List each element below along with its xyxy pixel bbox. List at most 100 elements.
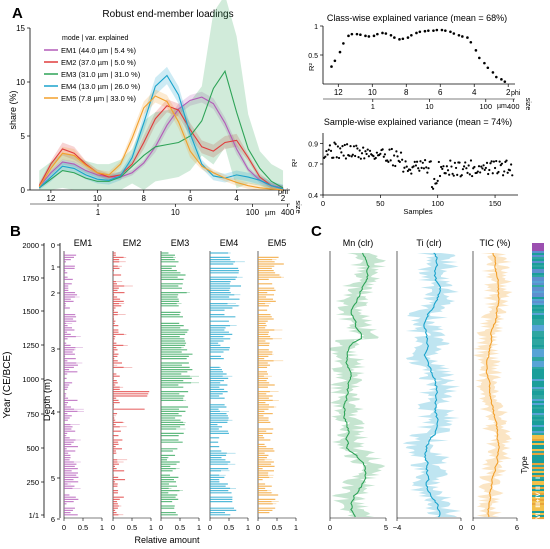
y-axis-label-depth: Depth (m) <box>42 379 53 421</box>
type-strip-segment <box>532 247 544 250</box>
legend-label-4: EM5 (7.8 µm | 33.0 %) <box>61 94 137 103</box>
data-point <box>423 159 427 162</box>
legend: EM1 (44.0 µm | 5.4 %) EM2 (37.0 µm | 5.0 … <box>44 46 141 103</box>
data-point <box>461 168 465 171</box>
variability-band-0 <box>330 253 386 517</box>
type-strip-segment <box>532 269 544 272</box>
data-point <box>452 174 455 177</box>
data-point <box>344 157 348 160</box>
data-point <box>469 40 473 44</box>
type-strip-segment <box>532 367 544 370</box>
depth-tick-label: 3 <box>51 345 55 354</box>
data-point <box>442 165 445 168</box>
type-strip-segment <box>532 287 544 290</box>
profile-line-2 <box>485 252 500 518</box>
data-point <box>468 173 471 176</box>
x-tick-label: 1 <box>100 523 104 532</box>
type-strip-segment <box>532 243 544 246</box>
year-tick-label: 1500 <box>22 307 39 316</box>
data-point <box>495 75 498 79</box>
type-strip-segment <box>532 421 544 424</box>
type-strip-segment <box>532 253 544 256</box>
data-point <box>362 146 365 149</box>
phi-tick-label: 10 <box>368 88 377 97</box>
type-class-label-1: III+IV <box>535 492 542 508</box>
data-point <box>452 32 456 35</box>
phi-tick-label: 10 <box>93 194 102 203</box>
data-point <box>476 170 479 173</box>
legend-label-1: EM2 (37.0 µm | 5.0 %) <box>61 58 137 67</box>
x-tick-label: 0 <box>62 523 66 532</box>
data-point <box>462 165 466 168</box>
type-strip-segment <box>532 375 544 378</box>
um-tick-label: 400 <box>507 102 520 111</box>
x-tick-label: 0.5 <box>272 523 282 532</box>
data-point <box>406 169 409 173</box>
phi-tick-label: 2 <box>281 194 286 203</box>
type-strip-segment <box>532 425 544 428</box>
type-class-label-2: II <box>535 486 542 490</box>
type-strip-segment <box>532 407 544 410</box>
type-strip-segment <box>532 357 544 360</box>
type-strip-segment <box>532 487 544 490</box>
data-point <box>414 164 418 167</box>
data-point <box>412 165 415 168</box>
type-strip-segment <box>532 355 544 358</box>
type-strip-segment <box>532 511 544 514</box>
data-point <box>327 148 330 151</box>
data-point <box>466 36 469 39</box>
type-strip-segment <box>532 461 544 464</box>
type-strip-segment <box>532 331 544 334</box>
type-strip-segment <box>532 503 544 506</box>
type-strip-segment <box>532 251 544 254</box>
data-point <box>457 33 461 37</box>
type-strip-segment <box>532 317 544 320</box>
data-point <box>394 164 397 168</box>
data-point <box>337 156 341 160</box>
type-strip-segment <box>532 427 544 430</box>
data-point <box>355 144 358 147</box>
data-point <box>487 172 490 176</box>
phi-tick-label: 12 <box>46 194 55 203</box>
type-strip-segment <box>532 263 544 266</box>
type-strip-segment <box>532 453 544 456</box>
data-point <box>498 160 501 163</box>
type-strip-segment <box>532 451 544 454</box>
type-class-label-3: I <box>535 477 542 479</box>
series-line-4 <box>38 95 284 191</box>
data-point <box>365 152 368 156</box>
data-point <box>409 168 412 171</box>
column-title-0: Mn (clr) <box>343 238 374 248</box>
data-point <box>469 159 473 162</box>
data-point <box>383 153 387 156</box>
type-strip-segment <box>532 429 544 432</box>
data-point <box>393 154 396 157</box>
type-strip-segment <box>532 373 544 376</box>
x-axis-label: Relative amount <box>134 535 200 545</box>
type-strip-segment <box>532 351 544 354</box>
data-point <box>488 168 491 172</box>
x-tick-label: 0 <box>256 523 260 532</box>
depth-tick-label: 5 <box>51 474 55 483</box>
data-point <box>396 155 399 158</box>
data-point <box>425 166 428 169</box>
type-strip-segment <box>532 431 544 434</box>
column-title-2: EM3 <box>171 238 190 248</box>
data-point <box>449 30 452 34</box>
phi-tick-label: 12 <box>334 88 343 97</box>
end-member-profiles: Year (CE/BCE) Depth (m) Relative amount … <box>2 238 298 545</box>
type-strip-segment <box>532 275 544 278</box>
type-strip-segment <box>532 395 544 398</box>
data-point <box>482 164 485 167</box>
type-strip-segment <box>532 347 544 350</box>
type-strip-segment <box>532 359 544 362</box>
data-point <box>432 187 435 190</box>
x-tick-label: 5 <box>384 523 388 532</box>
type-strip-segment <box>532 509 544 512</box>
type-strip-segment <box>532 495 544 498</box>
type-strip-segment <box>532 417 544 420</box>
data-point <box>465 167 468 170</box>
phi-tick-label: 4 <box>234 194 239 203</box>
series-band-3 <box>39 66 284 190</box>
x-tick-label: 0 <box>208 523 212 532</box>
